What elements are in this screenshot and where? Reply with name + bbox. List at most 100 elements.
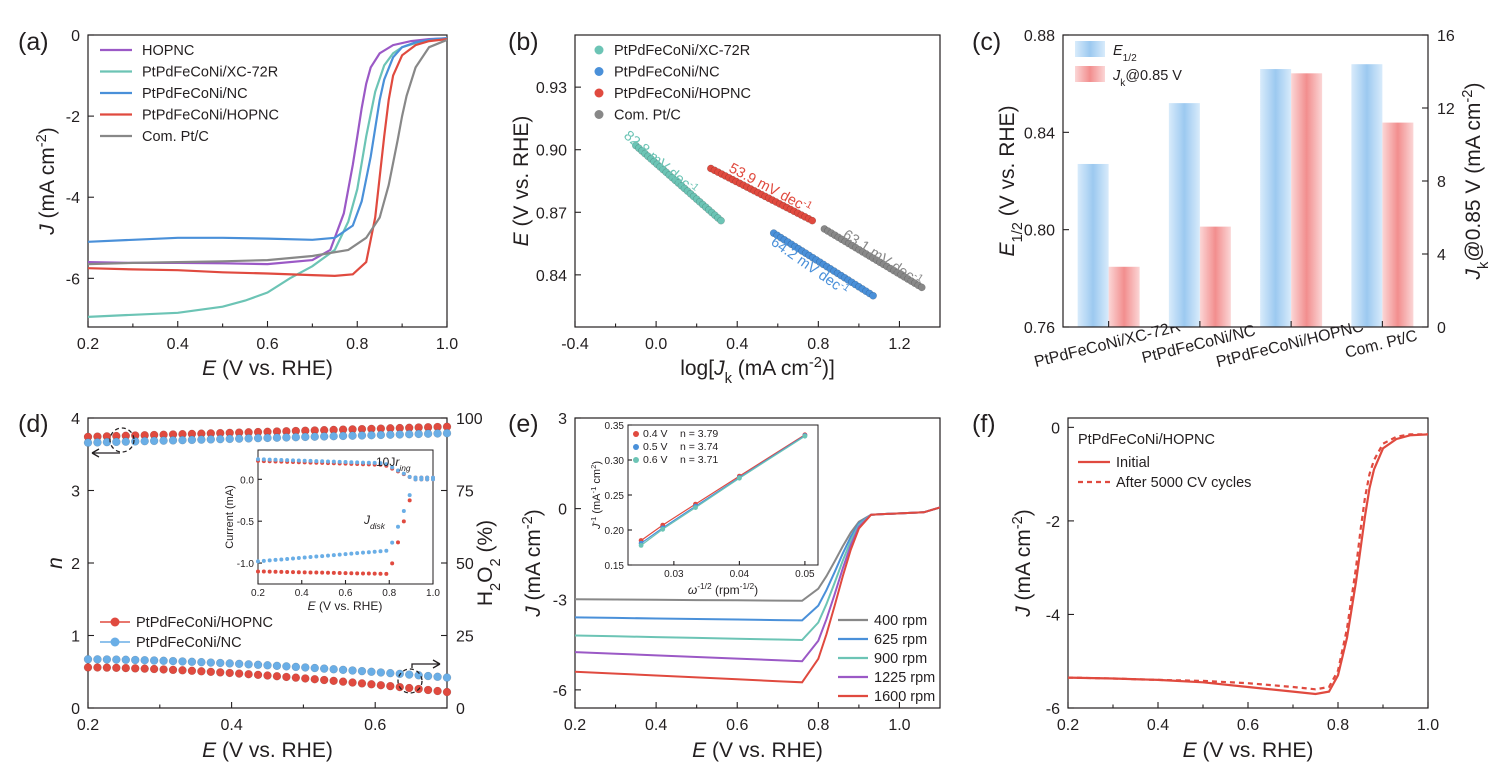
panel-label: (f) — [972, 410, 996, 438]
h2o2-point — [102, 655, 112, 664]
n-point — [291, 432, 301, 442]
x-tick-label: 0.2 — [564, 717, 586, 734]
inset-x-tick-label: 0.04 — [730, 569, 750, 580]
y-right-tick-label: 0 — [456, 701, 465, 718]
x-axis-label: E (V vs. RHE) — [1183, 739, 1314, 762]
legend-label: PtPdFeCoNi/HOPNC — [142, 108, 279, 124]
inset-disk-point — [378, 549, 383, 554]
inset-disk-point — [267, 558, 272, 563]
panel-label: (b) — [508, 28, 539, 56]
legend-label: PtPdFeCoNi/NC — [136, 635, 242, 651]
h2o2-point — [291, 662, 301, 672]
inset-disk-point — [279, 569, 284, 574]
h2o2-point — [329, 664, 338, 674]
inset-legend-marker — [633, 457, 639, 463]
inset-point — [638, 543, 644, 548]
inset-disk-point — [343, 552, 348, 557]
inset-disk-point — [256, 569, 260, 574]
h2o2-point — [83, 655, 93, 664]
n-point — [442, 428, 452, 438]
legend-label: After 5000 CV cycles — [1116, 475, 1251, 491]
n-point — [404, 429, 414, 439]
h2o2-point — [367, 667, 376, 677]
inset-legend-label: 0.6 V — [643, 454, 668, 466]
h2o2-point — [282, 672, 291, 682]
inset-y-tick-label: 0.20 — [605, 526, 625, 537]
legend-marker — [110, 637, 120, 647]
h2o2-point — [414, 671, 423, 680]
n-point — [301, 432, 310, 442]
inset-ring-point — [366, 460, 371, 465]
n-point — [130, 437, 140, 446]
inset-disk-point — [401, 508, 406, 513]
inset-disk-point — [326, 553, 330, 558]
bar-e-half — [1260, 69, 1292, 328]
x-tick-label: 0.8 — [346, 336, 368, 353]
legend-label: PtPdFeCoNi/HOPNC — [614, 86, 751, 102]
y-right-tick-label: 12 — [1437, 101, 1455, 118]
inset-disk-point — [331, 553, 336, 558]
inset-legend-marker — [633, 444, 639, 450]
h2o2-point — [140, 664, 149, 673]
arrow-head — [432, 659, 441, 669]
legend-label: E1/2 — [1113, 43, 1137, 64]
h2o2-point — [112, 655, 121, 664]
legend-label: Jk@0.85 V — [1112, 68, 1182, 89]
inset-x-tick-label: 1.0 — [426, 588, 440, 599]
inset-ring-point — [343, 460, 348, 465]
legend-label: Com. Pt/C — [614, 108, 681, 124]
legend-marker — [594, 88, 604, 98]
inset-disk-point — [273, 557, 278, 562]
x-axis-label: E (V vs. RHE) — [202, 739, 333, 762]
h2o2-point — [423, 671, 433, 681]
data-point — [869, 291, 877, 300]
inset-disk-point — [390, 561, 395, 566]
inset-disk-point — [419, 477, 424, 482]
inset-ring-point — [326, 459, 330, 464]
h2o2-point — [310, 663, 319, 673]
inset-ring-point — [256, 457, 260, 462]
h2o2-point — [197, 657, 206, 667]
h2o2-point — [149, 664, 159, 674]
y-axis-label-right: Jk@0.85 V (mA cm-2) — [1460, 83, 1492, 281]
y-right-tick-label: 25 — [456, 629, 474, 646]
legend-label: 900 rpm — [874, 651, 927, 667]
h2o2-point — [272, 671, 282, 681]
bar-jk — [1382, 122, 1414, 327]
x-tick-label: 1.0 — [1417, 717, 1439, 734]
h2o2-point — [301, 663, 310, 672]
y-tick-label: 0.84 — [1024, 125, 1055, 142]
inset-y-tick-label: 0.30 — [605, 456, 625, 467]
inset-disk-point — [256, 559, 260, 564]
inset-disk-point — [285, 556, 290, 561]
x-tick-label: 1.0 — [436, 336, 458, 353]
n-point — [121, 437, 131, 446]
data-point — [917, 283, 926, 292]
h2o2-point — [319, 664, 329, 673]
y-tick-label: 0 — [71, 28, 80, 45]
inset-x-label: ω-1/2 (rpm-1/2) — [688, 581, 758, 597]
x-tick-label: 0.6 — [726, 717, 748, 734]
x-tick-label: 0.4 — [220, 717, 242, 734]
x-tick-label: 1.0 — [888, 717, 910, 734]
bar-jk — [1291, 73, 1323, 327]
y-right-tick-label: 0 — [1437, 320, 1446, 337]
y-tick-label: 0.87 — [536, 205, 567, 222]
y-tick-label: -3 — [553, 592, 567, 609]
n-point — [102, 437, 112, 447]
bar-e-half — [1077, 163, 1109, 327]
h2o2-point — [206, 658, 216, 667]
h2o2-point — [187, 666, 197, 676]
inset-y-tick-label: -1.0 — [237, 559, 255, 570]
h2o2-point — [376, 668, 386, 677]
x-tick-label: -0.4 — [561, 336, 589, 353]
x-tick-label: 0.8 — [1327, 717, 1349, 734]
h2o2-point — [159, 665, 168, 674]
inset-disk-point — [401, 519, 406, 524]
inset-ring-point — [302, 458, 307, 463]
legend-label: PtPdFeCoNi/HOPNC — [136, 615, 273, 631]
inset-disk-point — [291, 556, 295, 561]
series-line — [1068, 433, 1428, 696]
inset-y-tick-label: 0.0 — [240, 475, 254, 486]
inset-ring-point — [361, 460, 365, 465]
